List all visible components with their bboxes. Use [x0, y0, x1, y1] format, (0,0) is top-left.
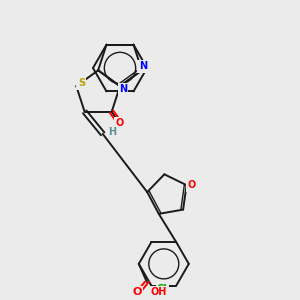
Text: Cl: Cl	[157, 284, 168, 293]
Text: N: N	[139, 61, 147, 71]
Text: O: O	[132, 287, 142, 297]
Text: H: H	[109, 127, 117, 137]
Text: N: N	[119, 84, 127, 94]
Text: OH: OH	[151, 287, 167, 297]
Text: O: O	[188, 180, 196, 190]
Text: S: S	[78, 78, 85, 88]
Text: O: O	[116, 118, 124, 128]
